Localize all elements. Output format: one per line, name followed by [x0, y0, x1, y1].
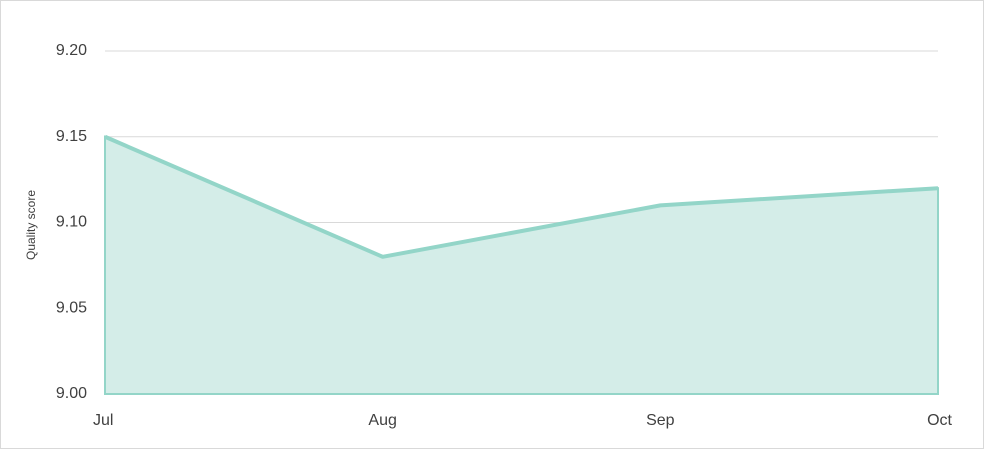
line — [104, 134, 939, 259]
y-tick-label: 9.10 — [56, 214, 87, 231]
x-tick-label: Aug — [368, 412, 396, 429]
y-tick-label: 9.20 — [56, 42, 87, 59]
y-tick-label: 9.05 — [56, 299, 87, 316]
y-tick-label: 9.00 — [56, 385, 87, 402]
y-axis-label: Quality score — [24, 190, 38, 260]
x-tick-label: Sep — [646, 412, 675, 429]
y-tick-label: 9.15 — [56, 128, 87, 145]
x-tick-label: Jul — [93, 412, 113, 429]
x-tick-label: Oct — [927, 412, 952, 429]
